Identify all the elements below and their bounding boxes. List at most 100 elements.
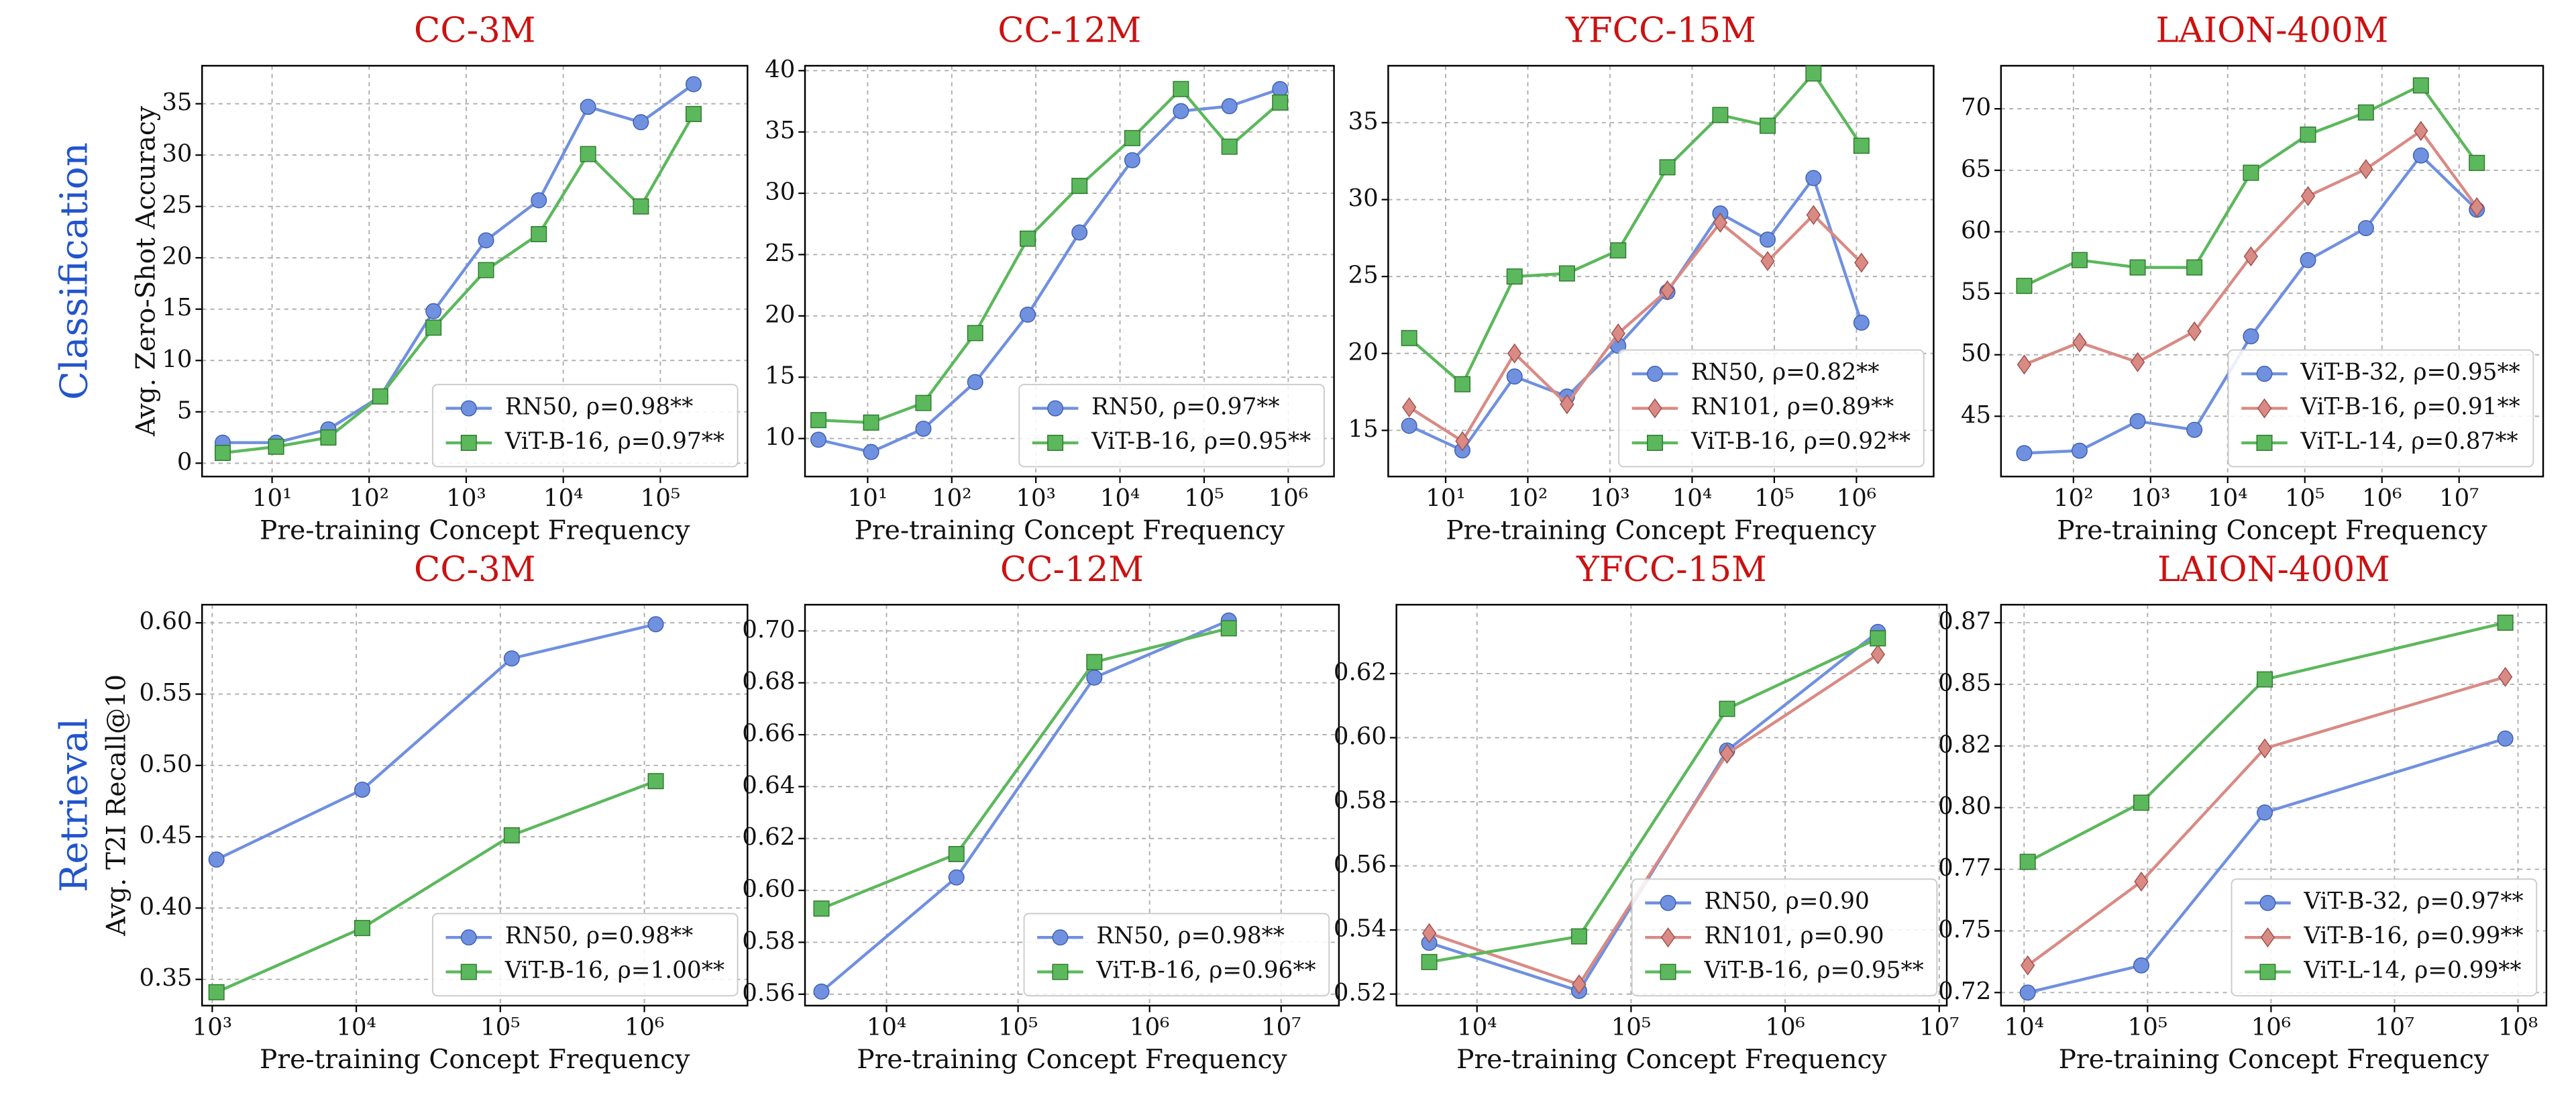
marker [1421,953,1438,970]
marker [2017,354,2032,375]
marker [208,851,225,868]
marker [2019,984,2036,1001]
marker [1221,138,1238,155]
y-tick-label: 0.45 [139,822,192,849]
marker [2130,352,2145,372]
marker [915,420,932,437]
marker [2497,615,2514,631]
y-tick-label: 0.58 [742,927,795,955]
marker [948,845,965,862]
marker [813,983,830,1000]
marker [1454,376,1470,393]
chart-title: LAION-400M [2156,11,2389,51]
y-axis-label: Avg. Zero-Shot Accuracy [131,105,161,437]
legend-marker [1646,435,1663,452]
marker [1806,205,1821,225]
y-tick-label: 35 [765,117,795,144]
row-label: Retrieval [53,718,97,892]
legend-marker [460,400,477,417]
x-tick-label: 10⁵ [2128,1014,2167,1041]
marker [2300,186,2316,207]
legend-label: ViT-B-32, ρ=0.97** [2303,888,2523,915]
x-tick-label: 10⁷ [1261,1014,1301,1041]
x-axis-label: Pre-training Concept Frequency [1456,1045,1887,1075]
marker [2186,421,2203,438]
marker [2016,278,2033,295]
chart-title: CC-12M [1000,550,1144,590]
marker [1558,265,1575,282]
marker [354,781,370,798]
marker [1421,923,1437,943]
marker [478,262,494,278]
marker [1401,329,1417,346]
marker [2257,738,2272,759]
x-tick-label: 10⁴ [867,1014,906,1041]
legend: ViT-B-32, ρ=0.95** ViT-B-16, ρ=0.91** ViT-… [2227,349,2534,468]
legend-marker [1052,963,1069,980]
y-tick-label: 40 [765,56,795,83]
marker [1805,65,1822,82]
marker [1401,417,1417,434]
x-axis-label: Pre-training Concept Frequency [857,1045,1287,1075]
marker [531,192,547,209]
marker [2469,154,2485,171]
x-tick-label: 10⁶ [2251,1014,2291,1041]
y-tick-label: 15 [765,362,795,390]
marker [810,431,827,448]
x-tick-label: 10³ [1590,484,1629,512]
marker [1760,251,1775,272]
series-line [820,627,1230,910]
marker [2357,219,2374,236]
y-tick-label: 0.77 [1938,854,1991,882]
legend-marker [460,963,477,980]
marker [1020,230,1036,247]
marker [372,388,388,405]
marker [2300,126,2316,143]
marker [2071,252,2088,268]
marker [1560,394,1574,415]
marker [1853,138,1870,154]
marker [2133,957,2150,974]
marker [685,76,702,93]
marker [1611,323,1625,344]
marker [354,920,370,937]
y-tick-label: 0.62 [742,823,795,851]
y-tick-label: 0.56 [742,979,795,1006]
x-tick-label: 10¹ [252,484,292,512]
marker [268,438,284,455]
y-tick-label: 55 [1961,278,1991,306]
marker [2243,246,2259,267]
marker [2243,328,2259,345]
marker [2129,413,2146,429]
x-tick-label: 10⁵ [641,484,680,512]
marker [1401,397,1417,418]
plot-frame [201,604,749,1007]
marker [2357,104,2374,121]
y-tick-label: 0.75 [1938,916,1991,943]
marker [2300,252,2316,268]
y-tick-label: 0.62 [1334,658,1387,686]
y-tick-label: 0.64 [742,772,795,799]
marker [2469,197,2484,217]
marker [320,429,337,446]
x-axis-label: Pre-training Concept Frequency [2057,516,2487,546]
legend-box [431,384,739,468]
series-line [215,623,657,861]
legend-marker [1047,435,1064,452]
marker [2021,955,2035,976]
legend-box [1631,878,1938,997]
marker [1220,620,1237,637]
x-axis-label: Pre-training Concept Frequency [855,516,1285,546]
marker [1086,669,1103,686]
y-tick-label: 35 [1348,107,1379,135]
y-tick-label: 15 [1348,415,1379,443]
y-tick-label: 0.55 [139,679,192,707]
legend-label: ViT-B-16, ρ=0.99** [2303,923,2523,949]
x-tick-label: 10⁷ [2439,484,2479,512]
x-tick-label: 10⁸ [2498,1014,2538,1041]
x-tick-label: 10¹ [1426,484,1465,512]
y-tick-label: 0.80 [1938,792,1991,820]
y-tick-label: 0.68 [742,668,795,695]
legend-marker [2260,927,2275,948]
